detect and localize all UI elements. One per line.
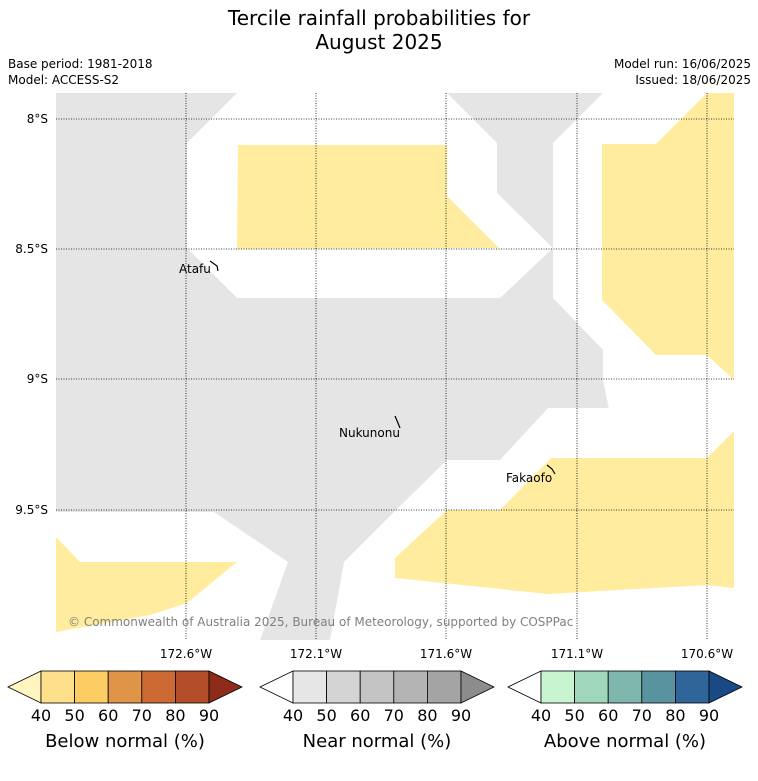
place-label-atafu: Atafu	[179, 262, 211, 276]
near-normal-colorbar-segment	[359, 670, 395, 704]
below-normal-colorbar-tick: 80	[165, 706, 185, 725]
near-normal-colorbar-tick: 70	[384, 706, 404, 725]
below-normal-colorbar-segment	[40, 670, 75, 704]
below-normal-colorbar-label: Below normal (%)	[45, 731, 205, 752]
above-normal-colorbar-segment	[675, 670, 710, 704]
below-normal-colorbar-extend-low	[7, 670, 42, 704]
map-title-line1: Tercile rainfall probabilities for	[227, 6, 531, 30]
map-title-line2: August 2025	[315, 30, 443, 54]
below-normal-region-north	[237, 145, 499, 249]
lon-label-172-6w: 172.6°W	[160, 647, 212, 661]
near-normal-colorbar: 40 50 60 70 80 90 Near normal (%)	[259, 670, 495, 752]
place-label-fakaofo: Fakaofo	[506, 471, 552, 485]
below-normal-colorbar-segment	[74, 670, 109, 704]
nukunonu-island	[394, 415, 401, 429]
lon-label-172-1w: 172.1°W	[290, 647, 342, 661]
near-normal-colorbar-tick: 80	[417, 706, 437, 725]
graticule	[56, 93, 734, 640]
above-normal-colorbar-extend-high	[708, 670, 743, 704]
above-normal-colorbar-segment	[540, 670, 575, 704]
above-normal-colorbar-segment	[574, 670, 609, 704]
fakaofo-island	[546, 464, 556, 475]
near-normal-colorbar-tick: 90	[451, 706, 471, 725]
probability-regions	[56, 93, 734, 640]
below-normal-colorbar-segment	[141, 670, 176, 704]
near-normal-colorbar-segment	[426, 670, 462, 704]
issued-text: Issued: 18/06/2025	[635, 73, 751, 87]
near-normal-colorbar-extend-low	[259, 670, 294, 704]
near-normal-colorbar-tick: 50	[316, 706, 336, 725]
above-normal-colorbar-tick: 60	[598, 706, 618, 725]
above-normal-colorbar-tick: 40	[531, 706, 551, 725]
place-label-nukunonu: Nukunonu	[339, 426, 400, 440]
below-normal-colorbar-tick: 60	[98, 706, 118, 725]
below-normal-colorbar-tick: 90	[199, 706, 219, 725]
lon-label-171-1w: 171.1°W	[551, 647, 603, 661]
below-normal-region-southwest	[56, 537, 237, 632]
base-period-text: Base period: 1981-2018	[8, 57, 153, 71]
colorbar-legends: 40 50 60 70 80 90 Below normal (%) 40 50 60 70 80 90…	[7, 670, 743, 752]
lon-label-171-6w: 171.6°W	[420, 647, 472, 661]
above-normal-colorbar-tick: 50	[564, 706, 584, 725]
above-normal-colorbar-tick: 80	[665, 706, 685, 725]
above-normal-colorbar-tick: 70	[632, 706, 652, 725]
lat-label-8s: 8°S	[27, 112, 48, 126]
near-normal-colorbar-tick: 60	[350, 706, 370, 725]
model-run-text: Model run: 16/06/2025	[613, 57, 751, 71]
above-normal-colorbar-tick: 90	[699, 706, 719, 725]
below-normal-colorbar-segment	[107, 670, 143, 704]
below-normal-colorbar-extend-high	[208, 670, 243, 704]
lon-label-170-6w: 170.6°W	[681, 647, 733, 661]
above-normal-colorbar: 40 50 60 70 80 90 Above normal (%)	[507, 670, 743, 752]
below-normal-colorbar-tick: 50	[64, 706, 84, 725]
below-normal-region-east	[602, 93, 734, 380]
above-normal-colorbar-extend-low	[507, 670, 542, 704]
lat-label-8-5s: 8.5°S	[15, 242, 48, 256]
near-normal-colorbar-extend-high	[460, 670, 495, 704]
model-text: Model: ACCESS-S2	[8, 73, 120, 87]
near-normal-colorbar-segment	[393, 670, 428, 704]
below-normal-colorbar-tick: 70	[132, 706, 152, 725]
lat-label-9s: 9°S	[27, 372, 48, 386]
above-normal-colorbar-segment	[641, 670, 676, 704]
atafu-island	[209, 260, 219, 272]
below-normal-colorbar-segment	[174, 670, 210, 704]
near-normal-colorbar-tick: 40	[283, 706, 303, 725]
copyright-notice: © Commonwealth of Australia 2025, Bureau…	[68, 615, 573, 629]
below-normal-colorbar-tick: 40	[31, 706, 51, 725]
near-normal-colorbar-segment	[326, 670, 361, 704]
near-normal-colorbar-segment	[292, 670, 327, 704]
below-normal-colorbar: 40 50 60 70 80 90 Below normal (%)	[7, 670, 243, 752]
near-normal-colorbar-label: Near normal (%)	[303, 731, 452, 752]
above-normal-colorbar-segment	[607, 670, 643, 704]
above-normal-colorbar-label: Above normal (%)	[544, 731, 706, 752]
below-normal-region-southeast	[395, 431, 734, 594]
lat-label-9-5s: 9.5°S	[15, 503, 48, 517]
